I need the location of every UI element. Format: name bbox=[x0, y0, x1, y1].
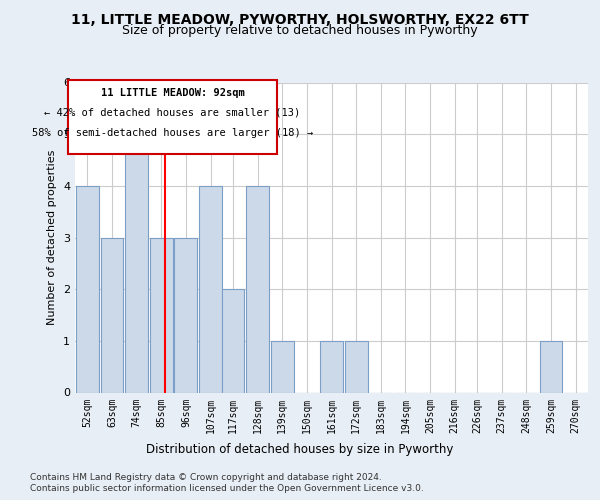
Bar bbox=[221, 289, 244, 393]
FancyBboxPatch shape bbox=[68, 80, 277, 154]
Text: Size of property relative to detached houses in Pyworthy: Size of property relative to detached ho… bbox=[122, 24, 478, 37]
Text: ← 42% of detached houses are smaller (13): ← 42% of detached houses are smaller (13… bbox=[44, 108, 301, 118]
Text: 11 LITTLE MEADOW: 92sqm: 11 LITTLE MEADOW: 92sqm bbox=[101, 88, 244, 98]
Y-axis label: Number of detached properties: Number of detached properties bbox=[47, 150, 58, 325]
Bar bbox=[539, 341, 562, 392]
Bar bbox=[271, 341, 293, 392]
Bar bbox=[76, 186, 99, 392]
Text: Contains public sector information licensed under the Open Government Licence v3: Contains public sector information licen… bbox=[30, 484, 424, 493]
Bar bbox=[199, 186, 222, 392]
Bar bbox=[175, 238, 197, 392]
Bar bbox=[345, 341, 368, 392]
Bar bbox=[320, 341, 343, 392]
Text: Contains HM Land Registry data © Crown copyright and database right 2024.: Contains HM Land Registry data © Crown c… bbox=[30, 472, 382, 482]
Bar bbox=[125, 134, 148, 392]
Bar bbox=[150, 238, 173, 392]
Bar bbox=[246, 186, 269, 392]
Text: 58% of semi-detached houses are larger (18) →: 58% of semi-detached houses are larger (… bbox=[32, 128, 313, 138]
Bar bbox=[101, 238, 124, 392]
Text: 11, LITTLE MEADOW, PYWORTHY, HOLSWORTHY, EX22 6TT: 11, LITTLE MEADOW, PYWORTHY, HOLSWORTHY,… bbox=[71, 12, 529, 26]
Text: Distribution of detached houses by size in Pyworthy: Distribution of detached houses by size … bbox=[146, 442, 454, 456]
